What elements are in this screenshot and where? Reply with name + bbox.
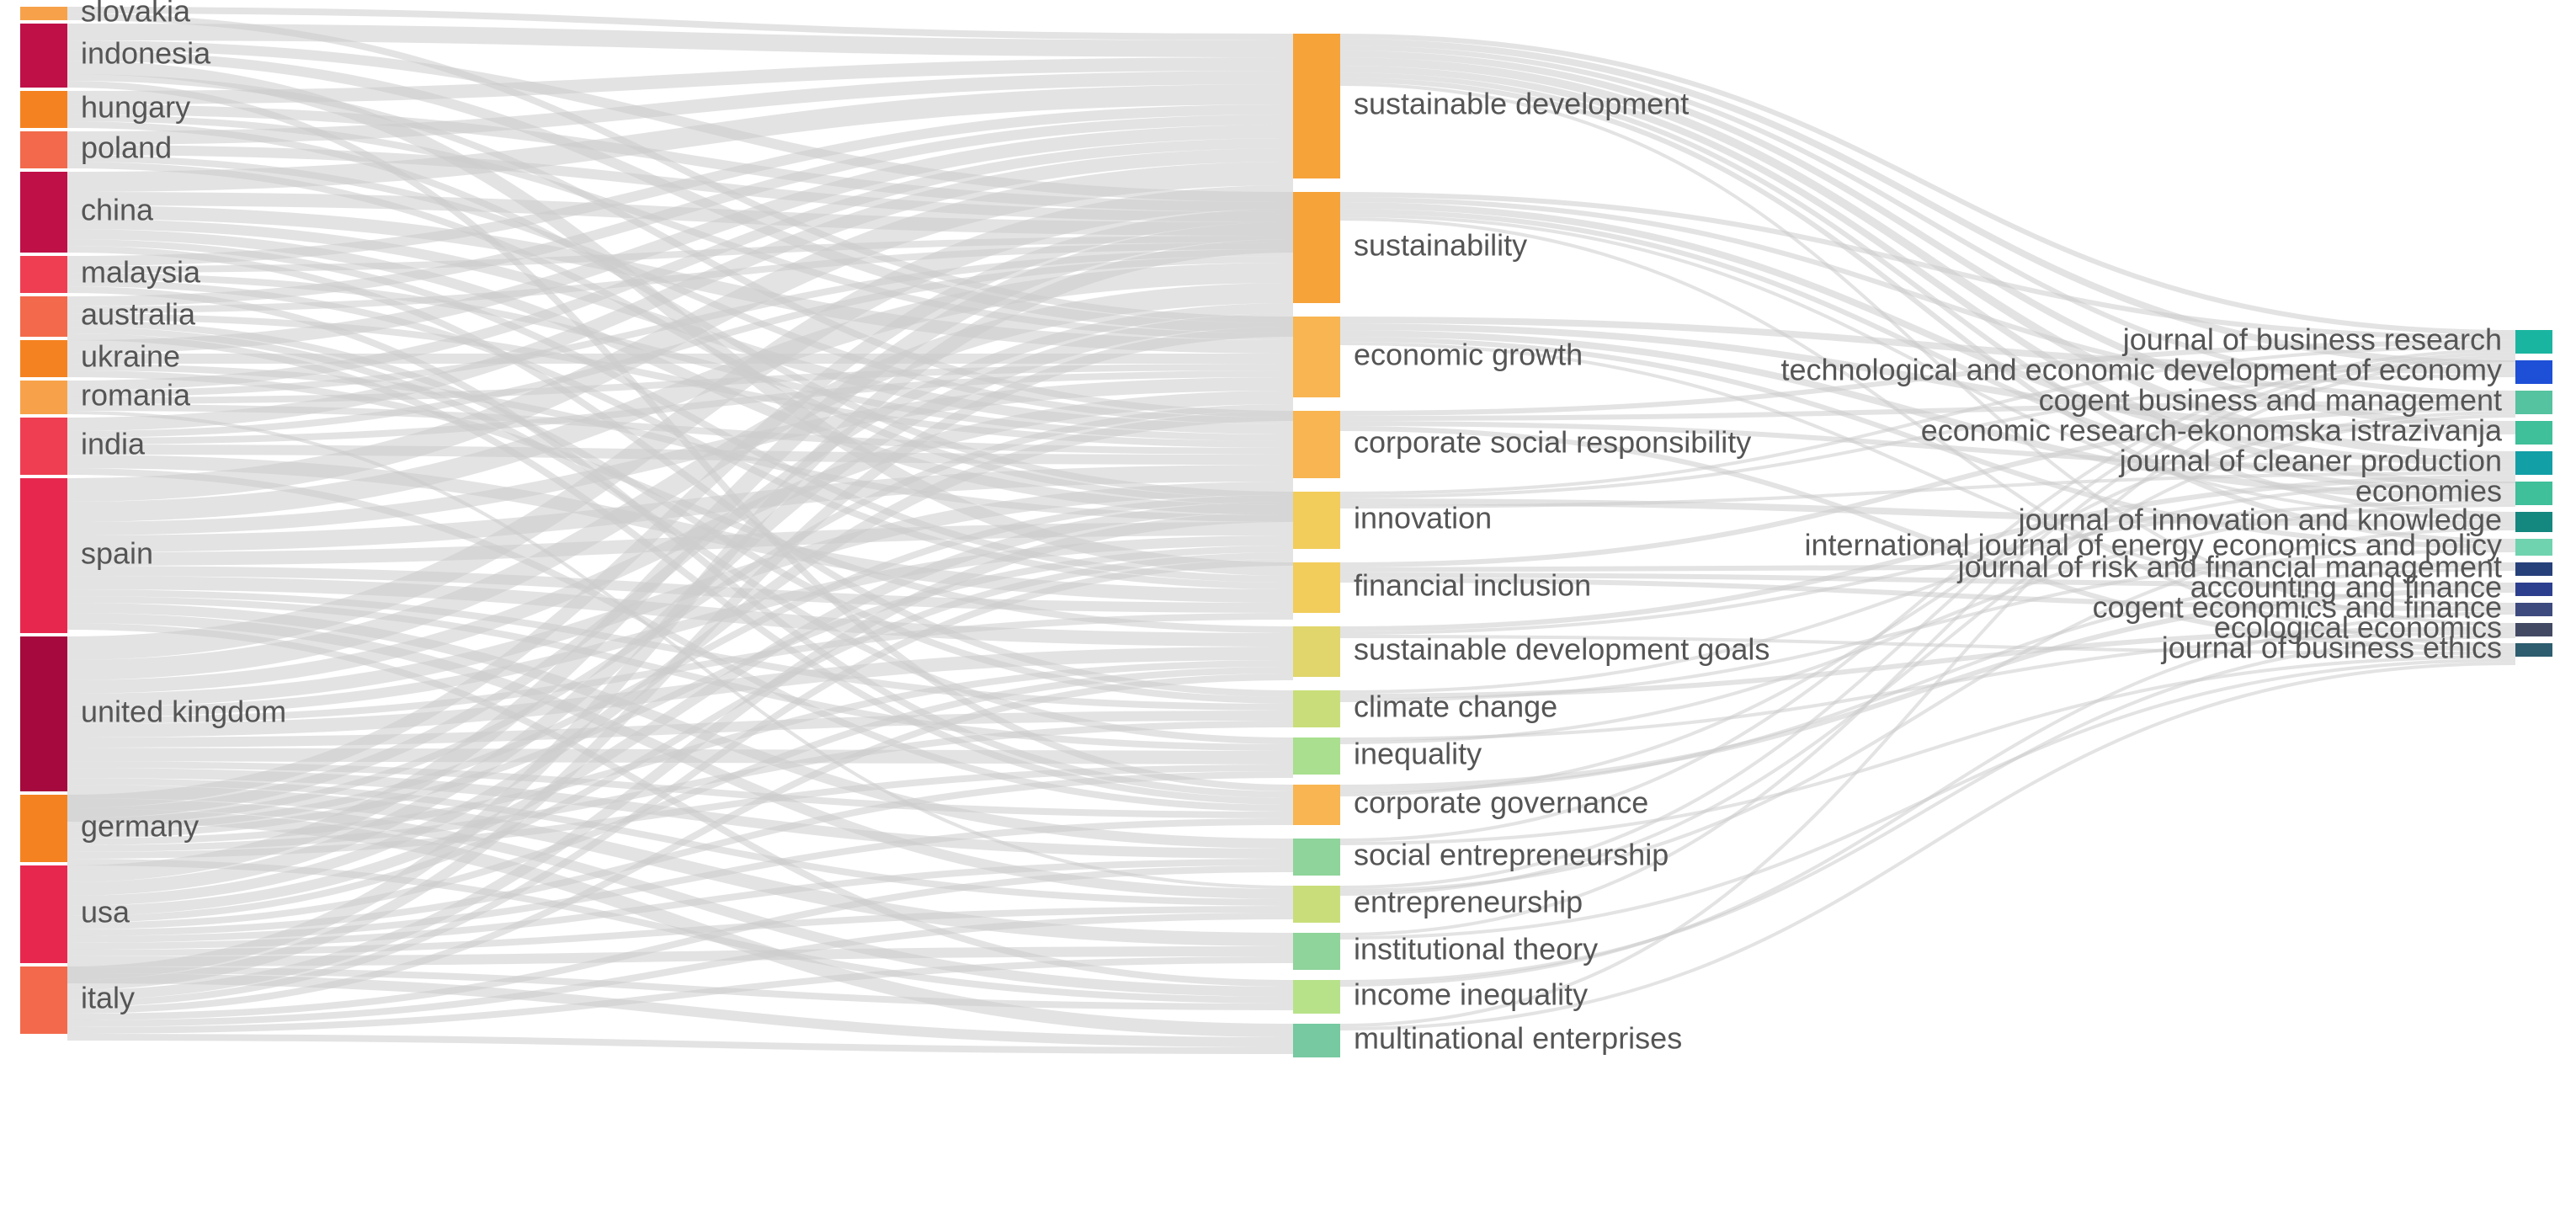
sankey-node <box>20 418 67 475</box>
sankey-node-label: journal of cleaner production <box>2119 444 2502 478</box>
sankey-node <box>20 381 67 414</box>
sankey-node <box>20 91 67 128</box>
sankey-node <box>2515 451 2552 475</box>
sankey-node <box>1293 886 1340 923</box>
sankey-node-label: journal of business research <box>2122 322 2502 357</box>
sankey-node <box>2515 583 2552 596</box>
sankey-node <box>2515 391 2552 414</box>
sankey-node <box>20 24 67 88</box>
sankey-node-label: malaysia <box>81 255 201 290</box>
sankey-node-label: romania <box>81 378 191 413</box>
sankey-node-label: income inequality <box>1354 977 1588 1012</box>
sankey-node-label: spain <box>81 536 153 571</box>
sankey-node <box>2515 603 2552 616</box>
sankey-node <box>1293 980 1340 1014</box>
sankey-node <box>20 865 67 963</box>
sankey-node <box>2515 330 2552 354</box>
sankey-node-label: sustainability <box>1354 228 1527 263</box>
sankey-node-label: china <box>81 193 154 227</box>
sankey-node <box>20 795 67 862</box>
sankey-node <box>2515 512 2552 532</box>
sankey-node <box>2515 421 2552 445</box>
sankey-node-label: corporate social responsibility <box>1354 425 1751 460</box>
sankey-node-label: sustainable development <box>1354 87 1689 121</box>
sankey-node <box>1293 690 1340 727</box>
sankey-node-label: poland <box>81 130 172 165</box>
sankey-node-label: italy <box>81 981 135 1015</box>
sankey-node-label: hungary <box>81 90 190 125</box>
sankey-node <box>1293 839 1340 876</box>
sankey-node-label: cogent business and management <box>2039 383 2502 418</box>
sankey-node <box>1293 411 1340 478</box>
sankey-node-label: technological and economic development o… <box>1780 353 2502 387</box>
sankey-node <box>20 172 67 253</box>
sankey-node-label: journal of business ethics <box>2161 631 2502 665</box>
sankey-node <box>20 7 67 20</box>
sankey-node <box>1293 492 1340 549</box>
sankey-node-label: social entrepreneurship <box>1354 838 1669 872</box>
sankey-node-label: sustainable development goals <box>1354 632 1770 667</box>
sankey-node-label: united kingdom <box>81 695 286 729</box>
sankey-node <box>20 131 67 168</box>
sankey-node-label: entrepreneurship <box>1354 885 1583 919</box>
sankey-node-label: institutional theory <box>1354 932 1598 966</box>
sankey-node <box>20 256 67 293</box>
sankey-node-label: climate change <box>1354 690 1557 724</box>
sankey-node-label: usa <box>81 895 130 929</box>
sankey-node <box>1293 737 1340 775</box>
sankey-node <box>1293 317 1340 397</box>
sankey-node <box>1293 933 1340 970</box>
sankey-chart: slovakia indonesia hungary poland china malay… <box>0 0 2576 1229</box>
sankey-node <box>20 966 67 1034</box>
sankey-node-label: innovation <box>1354 501 1492 535</box>
sankey-node-label: inequality <box>1354 737 1482 771</box>
sankey-node-label: corporate governance <box>1354 785 1648 820</box>
sankey-node <box>2515 643 2552 657</box>
sankey-node <box>20 340 67 377</box>
sankey-node-label: indonesia <box>81 36 211 71</box>
sankey-node-label: multinational enterprises <box>1354 1021 1682 1056</box>
sankey-node <box>20 636 67 791</box>
sankey-node <box>1293 562 1340 613</box>
sankey-node-label: slovakia <box>81 0 191 29</box>
sankey-node <box>1293 626 1340 677</box>
sankey-node <box>20 478 67 633</box>
sankey-node <box>2515 482 2552 505</box>
sankey-node <box>1293 34 1340 178</box>
sankey-node-label: germany <box>81 809 199 844</box>
sankey-node <box>2515 360 2552 384</box>
sankey-node-label: economic research-ekonomska istrazivanja <box>1921 413 2503 448</box>
sankey-node-label: economic growth <box>1354 338 1583 372</box>
sankey-node-label: australia <box>81 297 196 332</box>
sankey-node-label: financial inclusion <box>1354 568 1591 603</box>
sankey-node <box>2515 562 2552 576</box>
sankey-node <box>20 296 67 337</box>
sankey-node <box>1293 785 1340 825</box>
sankey-node <box>2515 539 2552 556</box>
sankey-node <box>1293 192 1340 303</box>
sankey-node-label: ukraine <box>81 339 180 374</box>
sankey-node <box>1293 1024 1340 1057</box>
sankey-node-label: india <box>81 427 146 461</box>
sankey-node <box>2515 623 2552 636</box>
